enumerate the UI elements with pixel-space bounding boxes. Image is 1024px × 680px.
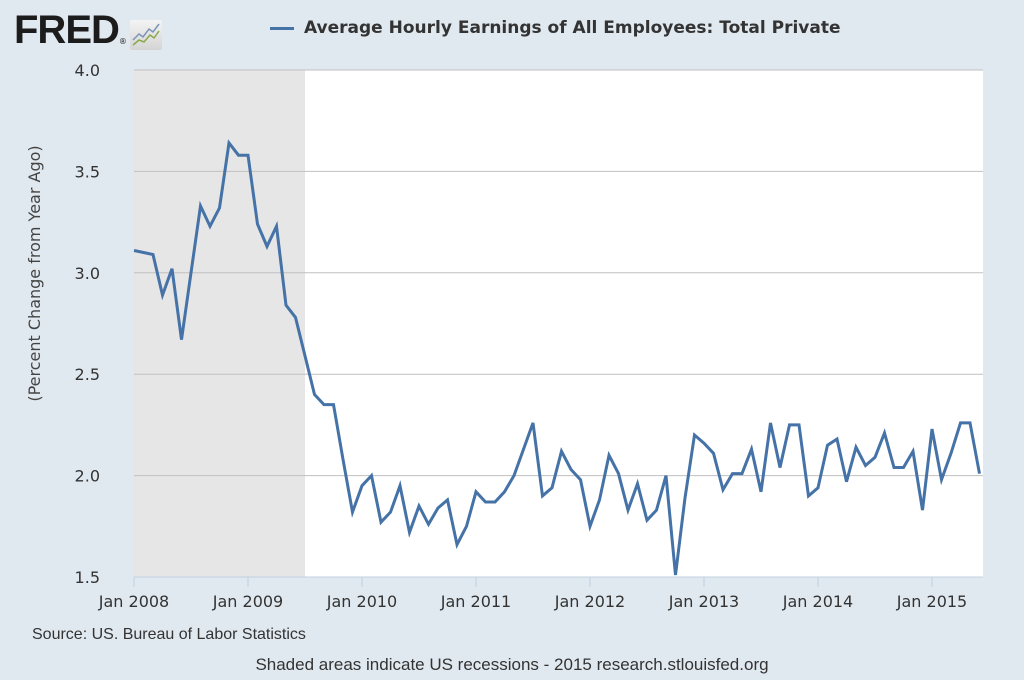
fred-logo[interactable]: FRED ® [14,10,162,50]
y-tick-label: 2.5 [75,365,100,384]
y-tick-label: 3.0 [75,264,100,283]
logo-text: FRED [14,8,120,52]
x-tick-label: Jan 2010 [326,592,397,611]
y-axis-label: (Percent Change from Year Ago) [25,145,44,401]
x-tick-label: Jan 2013 [668,592,739,611]
y-tick-label: 3.5 [75,162,100,181]
y-tick-label: 1.5 [75,568,100,587]
x-tick-label: Jan 2011 [440,592,511,611]
y-tick-label: 4.0 [75,61,100,80]
data-series-line [133,139,981,576]
x-tick-label: Jan 2009 [212,592,283,611]
x-tick-label: Jan 2015 [896,592,967,611]
source-note: Source: US. Bureau of Labor Statistics [32,626,306,643]
x-tick-label: Jan 2014 [782,592,853,611]
chart-legend: Average Hourly Earnings of All Employees… [270,18,841,38]
legend-swatch [270,26,294,30]
x-tick-label: Jan 2012 [554,592,625,611]
recession-note: Shaded areas indicate US recessions - 20… [255,655,769,674]
recession-shade [134,70,305,577]
x-tick-label: Jan 2008 [98,592,169,611]
y-tick-label: 2.0 [75,467,100,486]
legend-label: Average Hourly Earnings of All Employees… [304,18,841,38]
chart-line-icon [129,20,162,50]
registered-mark: ® [118,37,127,46]
